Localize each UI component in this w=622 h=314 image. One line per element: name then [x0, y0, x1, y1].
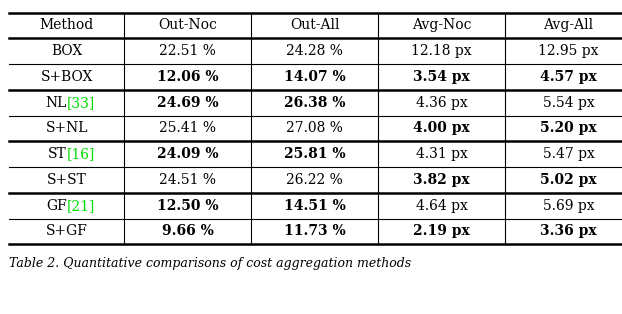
Text: S+GF: S+GF [46, 225, 88, 238]
Text: 4.36 px: 4.36 px [415, 96, 468, 110]
Text: 5.47 px: 5.47 px [542, 147, 595, 161]
Text: 24.69 %: 24.69 % [157, 96, 219, 110]
Text: 25.41 %: 25.41 % [159, 122, 216, 135]
Text: 3.36 px: 3.36 px [540, 225, 597, 238]
Text: 24.28 %: 24.28 % [286, 44, 343, 58]
Text: BOX: BOX [51, 44, 83, 58]
Text: 27.08 %: 27.08 % [286, 122, 343, 135]
Text: 4.00 px: 4.00 px [413, 122, 470, 135]
Text: 24.09 %: 24.09 % [157, 147, 219, 161]
Text: 4.31 px: 4.31 px [415, 147, 468, 161]
Text: 5.54 px: 5.54 px [542, 96, 595, 110]
Text: 5.69 px: 5.69 px [543, 199, 594, 213]
Text: 22.51 %: 22.51 % [159, 44, 216, 58]
Text: 4.57 px: 4.57 px [540, 70, 597, 84]
Text: Avg-All: Avg-All [544, 19, 593, 32]
Text: 2.19 px: 2.19 px [413, 225, 470, 238]
Text: GF: GF [46, 199, 67, 213]
Text: Out-Noc: Out-Noc [159, 19, 217, 32]
Text: 3.54 px: 3.54 px [413, 70, 470, 84]
Text: Avg-Noc: Avg-Noc [412, 19, 471, 32]
Text: 26.22 %: 26.22 % [286, 173, 343, 187]
Text: NL: NL [45, 96, 67, 110]
Text: S+BOX: S+BOX [40, 70, 93, 84]
Text: Table 2. Quantitative comparisons of cost aggregation methods: Table 2. Quantitative comparisons of cos… [9, 257, 412, 270]
Text: S+NL: S+NL [45, 122, 88, 135]
Text: 24.51 %: 24.51 % [159, 173, 216, 187]
Text: 4.64 px: 4.64 px [415, 199, 468, 213]
Text: 14.51 %: 14.51 % [284, 199, 346, 213]
Text: 12.50 %: 12.50 % [157, 199, 219, 213]
Text: 25.81 %: 25.81 % [284, 147, 346, 161]
Text: 26.38 %: 26.38 % [284, 96, 345, 110]
Text: 12.95 px: 12.95 px [538, 44, 599, 58]
Text: 5.20 px: 5.20 px [540, 122, 597, 135]
Text: 5.02 px: 5.02 px [540, 173, 597, 187]
Text: [33]: [33] [67, 96, 95, 110]
Text: 3.82 px: 3.82 px [413, 173, 470, 187]
Text: 12.06 %: 12.06 % [157, 70, 219, 84]
Text: 9.66 %: 9.66 % [162, 225, 214, 238]
Text: S+ST: S+ST [47, 173, 87, 187]
Text: [21]: [21] [67, 199, 95, 213]
Text: [16]: [16] [67, 147, 95, 161]
Text: 12.18 px: 12.18 px [411, 44, 472, 58]
Text: ST: ST [48, 147, 67, 161]
Text: 11.73 %: 11.73 % [284, 225, 346, 238]
Text: Method: Method [40, 19, 94, 32]
Text: Out-All: Out-All [290, 19, 340, 32]
Text: 14.07 %: 14.07 % [284, 70, 346, 84]
